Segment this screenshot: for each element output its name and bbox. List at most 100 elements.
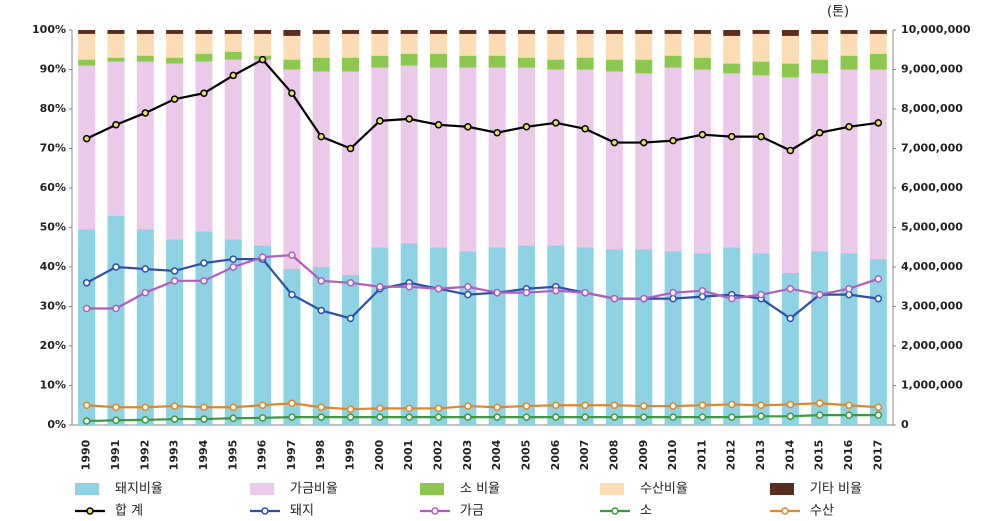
line-marker bbox=[845, 290, 853, 299]
bar-segment bbox=[635, 249, 653, 425]
bar-segment bbox=[576, 247, 594, 425]
bar-segment bbox=[283, 59, 301, 70]
line-marker bbox=[552, 401, 560, 409]
bar-segment bbox=[400, 30, 418, 34]
x-tick-label: 1998 bbox=[314, 440, 327, 471]
bar-segment bbox=[224, 51, 242, 60]
bar-segment bbox=[166, 57, 184, 64]
bar-segment bbox=[312, 267, 330, 425]
bar-segment bbox=[283, 35, 301, 60]
line-marker bbox=[640, 138, 648, 147]
bar-segment bbox=[840, 55, 858, 70]
legend-swatch bbox=[420, 483, 444, 495]
y2-tick-label: 6,000,000 bbox=[901, 181, 963, 194]
line-marker bbox=[698, 292, 707, 301]
bar-segment bbox=[635, 30, 653, 34]
line-marker bbox=[610, 401, 619, 409]
x-tick-label: 2002 bbox=[432, 440, 445, 471]
y-tick-label: 40% bbox=[40, 260, 66, 273]
line-marker bbox=[522, 413, 531, 421]
line-marker bbox=[405, 115, 413, 123]
line-marker bbox=[141, 403, 150, 411]
bar-segment bbox=[224, 33, 242, 52]
bar-segment bbox=[547, 30, 565, 34]
bar-segment bbox=[78, 229, 96, 425]
bar-segment bbox=[811, 33, 829, 60]
line-marker bbox=[317, 277, 325, 285]
line-marker bbox=[522, 123, 531, 131]
bar-segment bbox=[693, 33, 711, 58]
bar-segment bbox=[869, 53, 887, 70]
bar-segment bbox=[342, 33, 360, 58]
legend-swatch bbox=[781, 507, 789, 515]
bar-segment bbox=[195, 33, 213, 54]
bar-segment bbox=[400, 65, 418, 244]
bar-segment bbox=[840, 33, 858, 56]
line-marker bbox=[112, 121, 120, 129]
bar-segment bbox=[371, 33, 389, 56]
line-marker bbox=[346, 279, 355, 287]
bar-segment bbox=[312, 30, 330, 34]
x-tick-label: 1993 bbox=[168, 440, 181, 471]
bar-segment bbox=[254, 33, 272, 56]
bar-segment bbox=[254, 59, 272, 246]
line-marker bbox=[874, 403, 883, 411]
x-tick-label: 2001 bbox=[402, 440, 415, 471]
bar-segment bbox=[488, 67, 506, 248]
line-marker bbox=[434, 121, 443, 129]
line-marker bbox=[434, 284, 443, 293]
bar-segment bbox=[781, 63, 799, 78]
y2-tick-label: 4,000,000 bbox=[901, 260, 963, 273]
x-tick-label: 2016 bbox=[842, 439, 855, 470]
line-marker bbox=[552, 119, 560, 127]
line-marker bbox=[288, 89, 296, 97]
line-marker bbox=[229, 71, 238, 80]
line-marker bbox=[493, 413, 501, 421]
line-marker bbox=[493, 128, 501, 137]
line-marker bbox=[727, 294, 736, 303]
line-marker bbox=[82, 304, 91, 313]
y2-tick-label: 7,000,000 bbox=[901, 142, 963, 155]
line-marker bbox=[874, 411, 883, 419]
line-marker bbox=[464, 413, 472, 421]
bar-segment bbox=[224, 239, 242, 425]
line-marker bbox=[815, 290, 824, 299]
bar-segment bbox=[752, 33, 770, 62]
bar-segment bbox=[781, 272, 799, 425]
bar-segment bbox=[283, 69, 301, 269]
bar-segment bbox=[283, 30, 301, 36]
x-tick-label: 1996 bbox=[256, 439, 269, 470]
y2-tick-label: 1,000,000 bbox=[901, 379, 963, 392]
line-marker bbox=[669, 413, 677, 421]
bar-segment bbox=[166, 30, 184, 34]
bar-segment bbox=[781, 35, 799, 64]
bar-segment bbox=[635, 59, 653, 74]
bar-segment bbox=[664, 67, 682, 252]
line-marker bbox=[464, 402, 472, 410]
bar-segment bbox=[605, 71, 623, 250]
line-marker bbox=[757, 401, 765, 409]
line-marker bbox=[82, 134, 91, 143]
line-marker bbox=[229, 403, 238, 411]
line-marker bbox=[815, 399, 824, 408]
line-marker bbox=[200, 415, 208, 423]
bar-segment bbox=[811, 59, 829, 74]
bar-segment bbox=[107, 57, 125, 62]
bar-segment bbox=[752, 61, 770, 76]
bar-segment bbox=[342, 57, 360, 72]
line-marker bbox=[757, 132, 765, 141]
line-marker bbox=[581, 413, 589, 421]
bar-segment bbox=[869, 30, 887, 34]
legend-swatch bbox=[611, 507, 619, 515]
y2-tick-label: 2,000,000 bbox=[901, 339, 963, 352]
y2-tick-label: 8,000,000 bbox=[901, 102, 963, 115]
x-tick-label: 2010 bbox=[666, 439, 679, 470]
bar-segment bbox=[605, 30, 623, 34]
line-marker bbox=[845, 284, 853, 293]
bar-segment bbox=[195, 61, 213, 232]
y-tick-label: 50% bbox=[40, 221, 66, 234]
bar-segment bbox=[664, 251, 682, 425]
bar-segment bbox=[723, 30, 741, 36]
bar-segment bbox=[136, 30, 154, 34]
